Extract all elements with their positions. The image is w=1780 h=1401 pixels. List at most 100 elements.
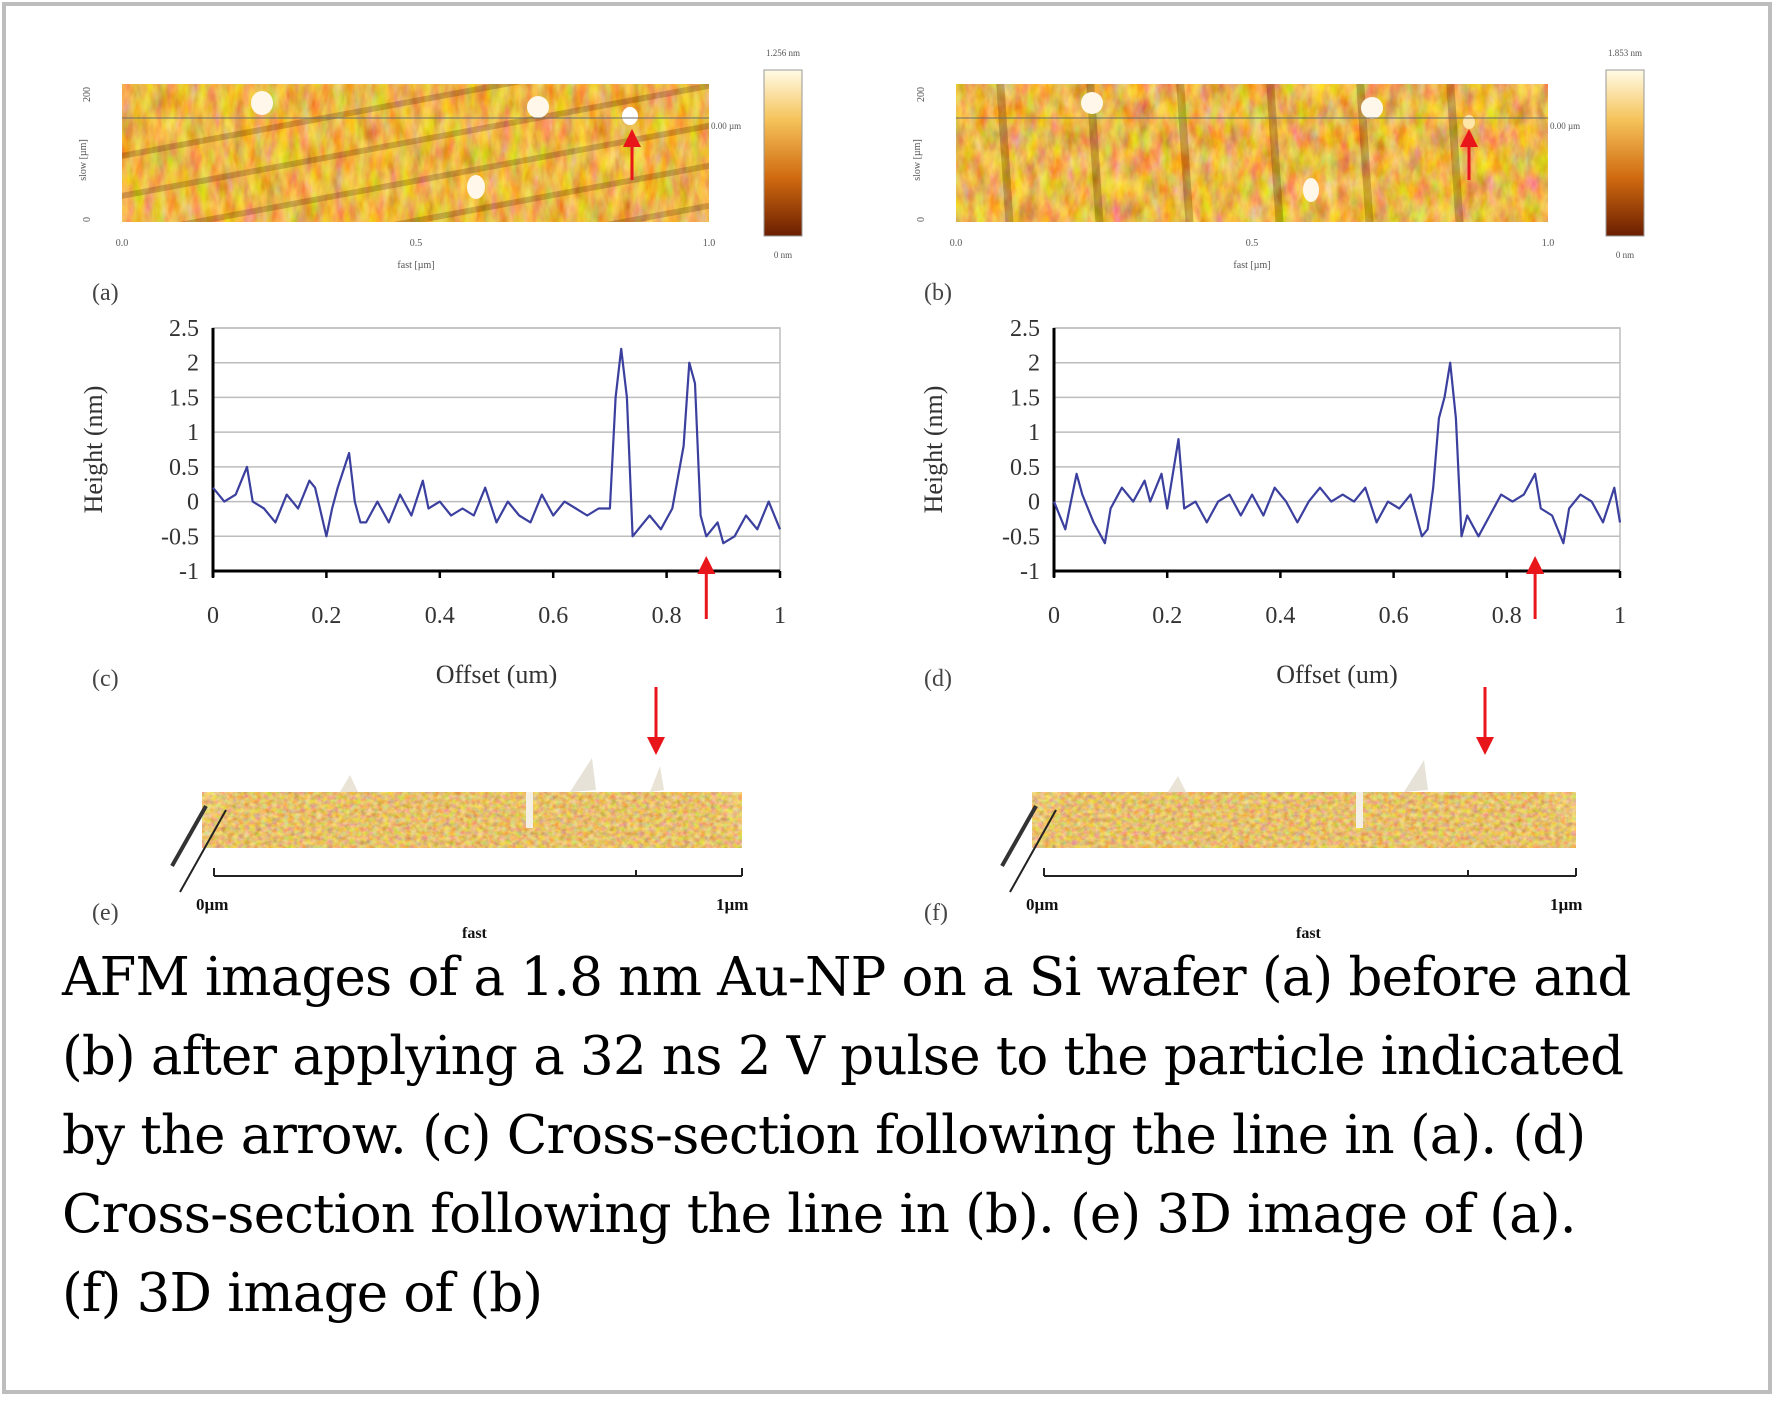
spike-e4 — [526, 792, 533, 828]
panel-label-d: (d) — [924, 666, 952, 692]
y-tick-d-2: 1.5 — [1010, 385, 1040, 411]
afm-image-a: 200 0 slow [µm] 0.0 0.5 1.0 fast [µm] 0.… — [78, 48, 803, 271]
colorscale-b-max: 1.853 nm — [1608, 48, 1642, 58]
afm-a-y-tick-top: 200 — [82, 87, 93, 102]
panel-label-e: (e) — [92, 900, 119, 926]
x-axis-label-d: Offset (um) — [1276, 660, 1398, 689]
height-axis-e — [170, 805, 208, 867]
x-tick-c-5: 1 — [774, 603, 786, 629]
spike-f1 — [1168, 776, 1186, 792]
colorscale-b-min: 0 nm — [1616, 250, 1634, 260]
y-tick-d-6: -0.5 — [1002, 524, 1040, 550]
particle-b4 — [1303, 178, 1319, 202]
afm-a-y-label: slow [µm] — [78, 139, 89, 181]
colorscale-a — [763, 69, 803, 237]
caption-line-1: AFM images of a 1.8 nm Au-NP on a Si waf… — [62, 947, 1631, 1008]
axis-label-e: fast — [462, 925, 488, 942]
x-tick-c-0: 0 — [207, 603, 219, 629]
panel-label-b: (b) — [924, 280, 952, 306]
x-tick-d-0: 0 — [1048, 603, 1060, 629]
particle-a4 — [467, 175, 485, 199]
afm-a-x-tick-1: 0.5 — [410, 238, 423, 249]
axis-start-f: 0µm — [1026, 895, 1058, 914]
x-tick-c-3: 0.6 — [538, 603, 568, 629]
particle-a2 — [527, 96, 549, 118]
spike-f2 — [1404, 760, 1428, 792]
y-tick-c-6: -0.5 — [161, 524, 199, 550]
afm-a-line-label: 0.00 µm — [711, 121, 741, 131]
panel-label-f: (f) — [924, 900, 948, 926]
depth-axis-e — [179, 809, 227, 893]
colorscale-a-max: 1.256 nm — [766, 48, 800, 58]
y-tick-c-1: 2 — [187, 351, 199, 377]
afm-3d-f: 0µm 1µm fast — [1000, 687, 1582, 942]
afm-b-x-tick-2: 1.0 — [1542, 238, 1555, 249]
y-tick-d-3: 1 — [1028, 420, 1040, 446]
afm-a-x-tick-2: 1.0 — [703, 238, 716, 249]
colorscale-a-min: 0 nm — [774, 250, 792, 260]
y-tick-c-7: -1 — [179, 559, 199, 585]
x-tick-d-1: 0.2 — [1152, 603, 1182, 629]
cross-section-chart-d: 2.5 2 1.5 1 0.5 0 -0.5 -1 0 0.2 0.4 0.6 0.8 1 Offset (… — [919, 316, 1626, 689]
y-tick-d-0: 2.5 — [1010, 316, 1040, 342]
y-axis-label-d: Height (nm) — [919, 386, 948, 514]
y-tick-c-0: 2.5 — [169, 316, 199, 342]
x-tick-c-1: 0.2 — [311, 603, 341, 629]
afm-b-y-label: slow [µm] — [912, 139, 923, 181]
y-tick-c-5: 0 — [187, 490, 199, 516]
caption-line-5: (f) 3D image of (b) — [62, 1263, 543, 1324]
x-tick-d-4: 0.8 — [1492, 603, 1522, 629]
y-tick-d-5: 0 — [1028, 490, 1040, 516]
spike-e2 — [570, 758, 596, 792]
afm-b-x-tick-1: 0.5 — [1246, 238, 1259, 249]
afm-stripes-b — [996, 84, 1464, 222]
particle-a3 — [622, 107, 638, 125]
series-line-c-0 — [212, 347, 782, 545]
y-tick-d-7: -1 — [1020, 559, 1040, 585]
y-tick-d-1: 2 — [1028, 351, 1040, 377]
x-tick-d-2: 0.4 — [1265, 603, 1295, 629]
axis-end-e: 1µm — [716, 895, 748, 914]
colorscale-b — [1605, 69, 1645, 237]
plot-frame-d — [1053, 327, 1621, 572]
caption-line-2: (b) after applying a 32 ns 2 V pulse to … — [62, 1026, 1624, 1087]
afm-a-x-label: fast [µm] — [397, 260, 434, 271]
y-tick-c-3: 1 — [187, 420, 199, 446]
spike-e3 — [650, 766, 664, 792]
y-tick-d-4: 0.5 — [1010, 455, 1040, 481]
particle-b1 — [1081, 92, 1103, 114]
x-axis-label-c: Offset (um) — [436, 660, 558, 689]
afm-b-x-tick-0: 0.0 — [950, 238, 963, 249]
x-tick-c-2: 0.4 — [425, 603, 455, 629]
y-axis-label-c: Height (nm) — [79, 386, 108, 514]
panel-label-c: (c) — [92, 666, 119, 692]
afm-a-x-tick-0: 0.0 — [116, 238, 129, 249]
afm-b-y-tick-top: 200 — [916, 87, 927, 102]
series-line-d-0 — [1052, 361, 1622, 545]
particle-a1 — [251, 91, 273, 115]
afm-texture-a — [122, 84, 709, 222]
afm-3d-e: 0µm 1µm fast — [170, 687, 748, 942]
y-tick-c-2: 1.5 — [169, 385, 199, 411]
plot-frame-c — [212, 327, 781, 572]
caption-line-3: by the arrow. (c) Cross-section followin… — [62, 1105, 1586, 1166]
figure-caption: AFM images of a 1.8 nm Au-NP on a Si waf… — [62, 938, 1742, 1333]
spike-e1 — [340, 775, 358, 792]
x-tick-c-4: 0.8 — [652, 603, 682, 629]
afm-texture-b — [956, 84, 1548, 222]
afm-stripes-a — [122, 84, 709, 222]
x-tick-d-3: 0.6 — [1379, 603, 1409, 629]
depth-axis-f — [1009, 809, 1057, 893]
afm-b-line-label: 0.00 µm — [1550, 121, 1580, 131]
afm-a-y-tick-bottom: 0 — [82, 217, 93, 222]
afm-b-x-label: fast [µm] — [1233, 260, 1270, 271]
particle-b2 — [1361, 97, 1383, 119]
y-tick-c-4: 0.5 — [169, 455, 199, 481]
axis-start-e: 0µm — [196, 895, 228, 914]
spike-f3 — [1356, 792, 1363, 828]
afm-image-b: 200 0 slow [µm] 0.0 0.5 1.0 fast [µm] 0.… — [912, 48, 1645, 271]
axis-end-f: 1µm — [1550, 895, 1582, 914]
afm-b-y-tick-bottom: 0 — [916, 217, 927, 222]
